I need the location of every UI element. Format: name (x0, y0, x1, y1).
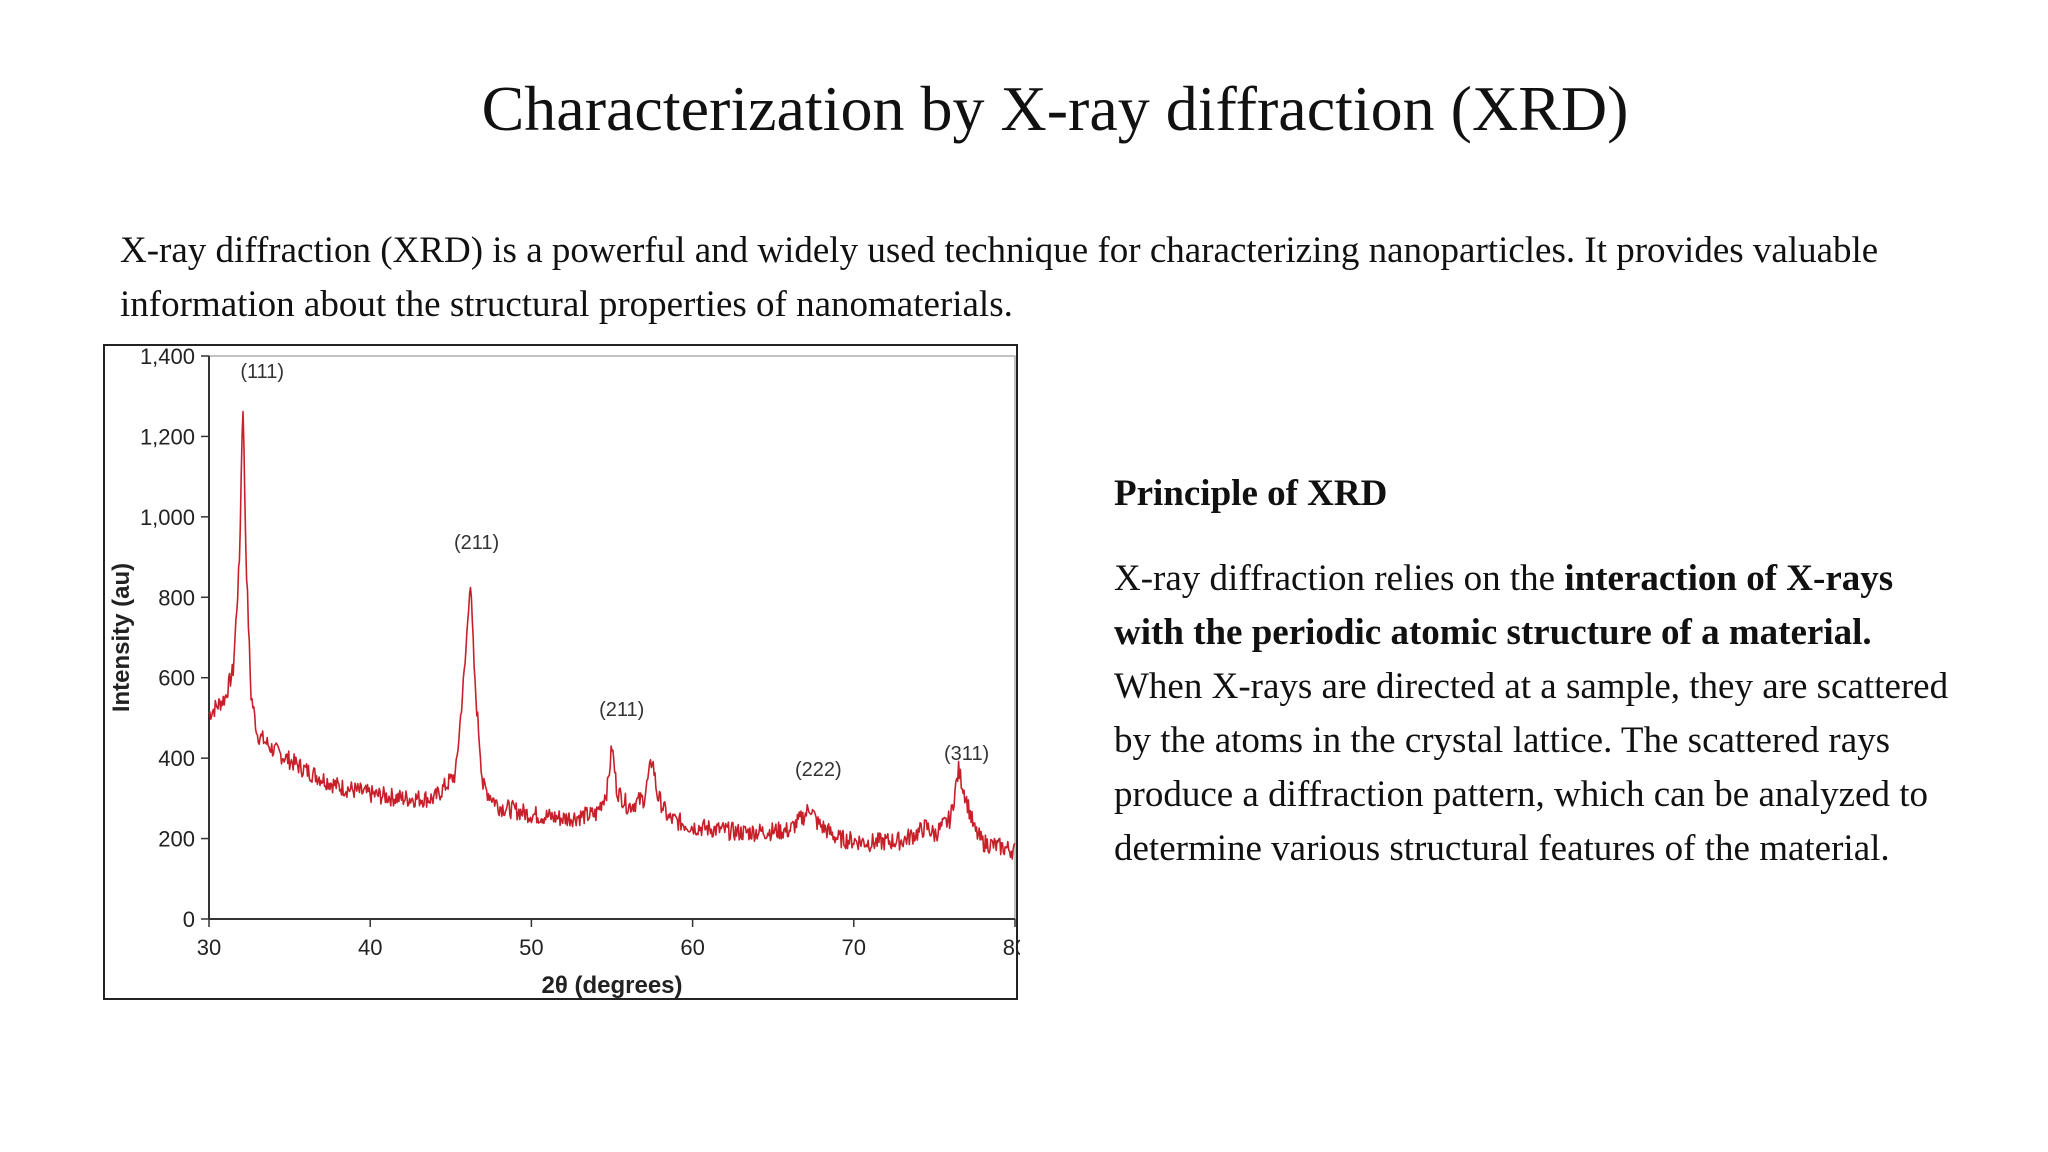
x-tick-label: 50 (519, 935, 543, 960)
x-tick-label: 70 (842, 935, 866, 960)
x-tick-label: 40 (358, 935, 382, 960)
y-tick-label: 0 (183, 907, 195, 932)
x-tick-label: 30 (197, 935, 221, 960)
peak-label: (111) (240, 361, 284, 383)
slide-title: Characterization by X-ray diffraction (X… (481, 73, 1629, 144)
principle-text-emphasis: interaction of X-rays with the periodic … (1114, 558, 1894, 654)
y-tick-label: 1,400 (140, 346, 195, 369)
principle-panel: Principle of XRD X-ray diffraction relie… (1114, 470, 1954, 876)
peak-label: (222) (795, 759, 842, 781)
peak-label: (211) (454, 532, 499, 554)
y-tick-label: 400 (158, 746, 195, 771)
principle-text-end: When X-rays are directed at a sample, th… (1114, 666, 1949, 870)
y-tick-label: 200 (158, 827, 195, 852)
x-tick-label: 60 (680, 935, 704, 960)
principle-paragraph: X-ray diffraction relies on the interact… (1114, 552, 1954, 876)
peak-label: (211) (599, 699, 644, 721)
intro-paragraph: X-ray diffraction (XRD) is a powerful an… (120, 230, 1879, 325)
plot-frame (208, 355, 1016, 920)
x-axis-label: 2θ (degrees) (541, 972, 682, 999)
xrd-chart: 0 200 400 600 800 1,000 1,200 1,400 30 40 50 60 70 80… (103, 344, 1020, 1000)
peak-label: (311) (944, 743, 989, 765)
x-tick-label: 80 (1003, 935, 1020, 960)
xrd-series-line (208, 410, 1016, 860)
y-tick-label: 1,000 (140, 505, 195, 530)
y-tick-label: 1,200 (140, 424, 195, 449)
principle-text-start: X-ray diffraction relies on the (1114, 558, 1565, 600)
y-tick-label: 600 (158, 666, 195, 691)
xrd-chart-svg: 0 200 400 600 800 1,000 1,200 1,400 30 40 50 60 70 80… (108, 346, 1020, 999)
y-axis-label: Intensity (au) (108, 563, 135, 712)
principle-heading: Principle of XRD (1114, 473, 1388, 514)
y-tick-label: 800 (158, 585, 195, 610)
